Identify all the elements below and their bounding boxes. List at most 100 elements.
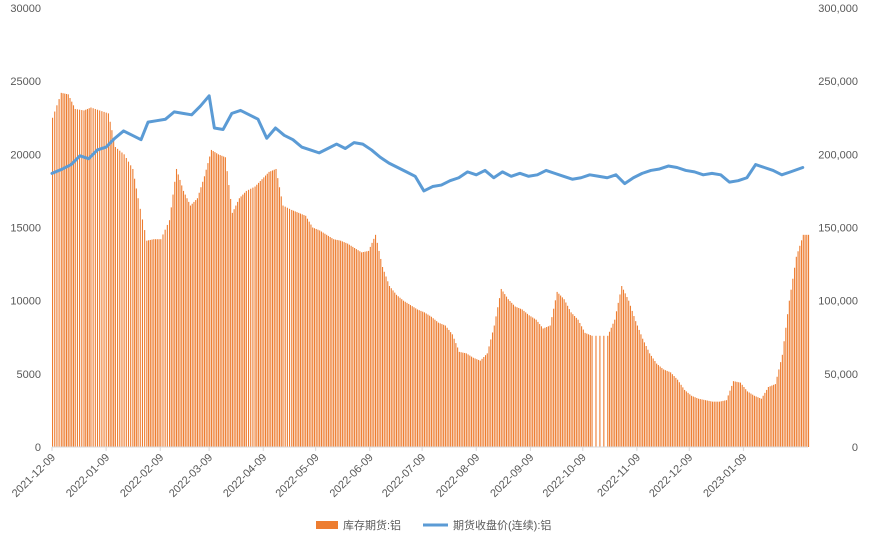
- inventory-bar: [430, 316, 432, 447]
- inventory-bar: [331, 238, 333, 447]
- inventory-bar: [245, 190, 247, 448]
- inventory-bar: [306, 218, 309, 447]
- inventory-bar: [783, 341, 785, 447]
- inventory-bar: [189, 205, 192, 447]
- inventory-bar: [729, 390, 731, 447]
- inventory-bar: [135, 188, 137, 448]
- inventory-bar: [766, 389, 768, 447]
- inventory-bar: [240, 196, 242, 447]
- inventory-bar: [390, 288, 392, 447]
- inventory-bar: [621, 286, 623, 447]
- inventory-bar: [753, 395, 755, 447]
- inventory-bar: [271, 170, 274, 447]
- inventory-bar: [347, 243, 349, 447]
- inventory-bar: [497, 307, 499, 447]
- inventory-bar: [759, 397, 761, 447]
- inventory-bar: [327, 235, 329, 447]
- inventory-bar: [312, 227, 314, 447]
- inventory-bar: [209, 156, 211, 447]
- inventory-bar: [701, 399, 703, 447]
- inventory-bar: [186, 198, 188, 447]
- inventory-bar: [385, 276, 387, 447]
- inventory-bar: [780, 362, 782, 447]
- inventory-bar: [200, 187, 202, 447]
- inventory-bar: [94, 108, 96, 447]
- inventory-bar: [554, 300, 556, 447]
- inventory-bar: [535, 319, 537, 447]
- inventory-bar: [153, 239, 155, 447]
- inventory-bar: [71, 101, 73, 448]
- inventory-bar: [64, 93, 66, 447]
- inventory-bar: [74, 108, 76, 447]
- inventory-bar: [567, 305, 569, 447]
- inventory-bar: [715, 401, 717, 447]
- inventory-bar: [212, 151, 214, 448]
- inventory-bar: [289, 208, 291, 447]
- inventory-bar: [586, 333, 588, 447]
- inventory-bar: [591, 335, 593, 447]
- inventory-bar: [652, 358, 654, 447]
- inventory-bar: [657, 365, 659, 447]
- inventory-bar: [420, 310, 422, 447]
- inventory-bar: [584, 332, 586, 447]
- inventory-bar: [121, 152, 123, 447]
- inventory-bar: [376, 242, 378, 447]
- inventory-bar: [387, 281, 389, 447]
- inventory-bar: [533, 318, 535, 447]
- inventory-bar: [90, 107, 92, 447]
- inventory-bar: [130, 165, 132, 447]
- inventory-bar: [760, 398, 762, 447]
- inventory-bar: [226, 171, 228, 447]
- inventory-bar: [579, 322, 581, 447]
- inventory-bar: [418, 310, 420, 447]
- inventory-bar: [350, 245, 352, 447]
- inventory-bar: [694, 397, 696, 447]
- inventory-bar: [666, 370, 668, 447]
- inventory-bar: [739, 382, 742, 447]
- inventory-bar: [354, 247, 356, 447]
- legend-swatch-inventory: [316, 521, 338, 529]
- inventory-bar: [661, 367, 663, 447]
- inventory-bar: [119, 150, 121, 448]
- inventory-bar: [58, 99, 60, 447]
- inventory-bar: [383, 271, 385, 447]
- inventory-bar: [458, 351, 460, 447]
- inventory-bar: [310, 224, 312, 447]
- inventory-bar: [804, 234, 806, 447]
- inventory-bar: [640, 334, 642, 447]
- inventory-bar: [101, 111, 103, 448]
- inventory-bar: [252, 187, 254, 447]
- bars-layer: [52, 92, 810, 448]
- inventory-bar: [69, 98, 71, 447]
- inventory-bar: [575, 317, 577, 447]
- inventory-bar: [771, 385, 773, 447]
- inventory-bar: [368, 250, 370, 447]
- inventory-bar: [72, 105, 75, 447]
- inventory-bar: [299, 213, 302, 447]
- inventory-bar: [67, 94, 69, 447]
- x-axis-tick-label: 2022-09-09: [488, 452, 536, 500]
- inventory-bar: [677, 379, 679, 447]
- inventory-bar: [629, 305, 632, 447]
- inventory-bar: [745, 389, 747, 447]
- inventory-bar: [432, 318, 434, 447]
- inventory-bar: [664, 370, 666, 447]
- inventory-bar: [448, 329, 450, 447]
- inventory-bar: [498, 298, 501, 447]
- inventory-bar: [732, 381, 735, 447]
- inventory-bar: [319, 230, 321, 447]
- inventory-bar: [619, 294, 621, 447]
- inventory-bar: [158, 239, 160, 447]
- inventory-bar: [654, 361, 656, 447]
- inventory-bar: [599, 335, 601, 447]
- right-axis-tick-label: 200,000: [818, 149, 858, 161]
- inventory-bar: [731, 385, 733, 447]
- inventory-bar: [261, 179, 263, 447]
- inventory-bar: [794, 267, 796, 447]
- inventory-bar: [399, 297, 401, 447]
- axes-layer: 0 5000 10000 15000 20000 25000 30000 0 50,000 100…: [10, 3, 858, 500]
- inventory-bar: [409, 305, 412, 447]
- inventory-bar: [588, 334, 590, 447]
- inventory-bar: [505, 296, 508, 447]
- inventory-bar: [525, 312, 527, 447]
